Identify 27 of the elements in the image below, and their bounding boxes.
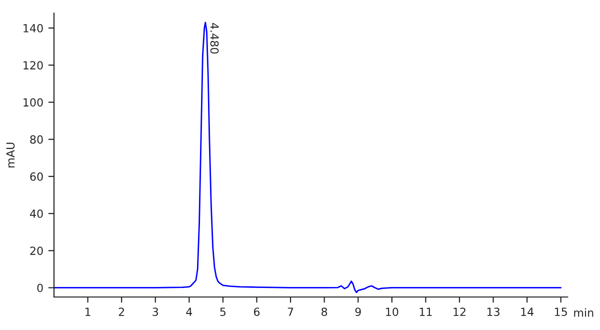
- y-axis-title: mAU: [6, 142, 15, 168]
- y-tick-label: 40: [30, 210, 43, 218]
- x-tick-label: 15: [554, 308, 567, 316]
- y-tick-label: 60: [30, 172, 43, 181]
- x-tick-label: 9: [355, 308, 361, 316]
- x-axis-title: min: [574, 308, 594, 317]
- x-tick-label: 10: [386, 308, 398, 316]
- x-tick-label: 11: [420, 308, 432, 316]
- x-tick-label: 7: [288, 308, 294, 316]
- y-tick-label: 80: [30, 135, 43, 144]
- annotation: 4.480: [210, 23, 219, 54]
- x-tick-label: 12: [454, 308, 466, 316]
- x-tick-label: 6: [254, 308, 260, 316]
- y-tick-label: 0: [37, 284, 43, 292]
- x-tick-label: 1: [85, 308, 90, 316]
- y-tick-label: 140: [24, 24, 43, 32]
- y-tick-label: 100: [24, 98, 43, 107]
- x-tick-label: 3: [152, 308, 158, 316]
- x-tick-label: 13: [487, 308, 500, 316]
- x-tick-label: 14: [521, 308, 534, 316]
- line-series: [54, 22, 562, 294]
- y-tick-label: 120: [24, 61, 43, 70]
- x-tick-label: 4: [186, 308, 192, 316]
- y-tick-label: 20: [30, 246, 43, 256]
- x-tick-label: 5: [220, 308, 226, 316]
- x-tick-label: 8: [322, 308, 328, 316]
- x-tick-label: 2: [118, 308, 124, 316]
